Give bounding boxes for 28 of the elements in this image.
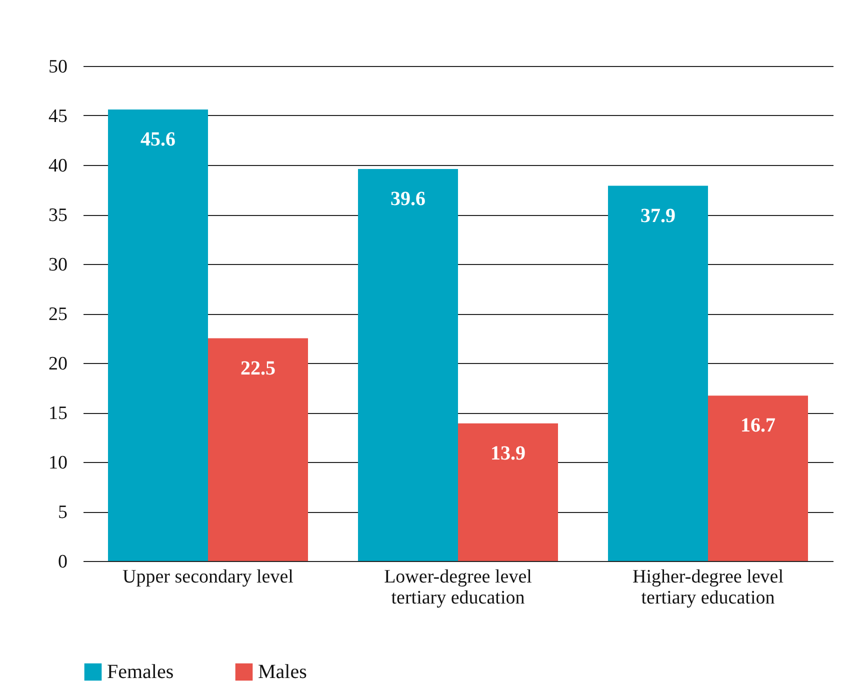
legend-label: Females — [107, 661, 174, 683]
bar — [208, 338, 308, 561]
data-label: 37.9 — [640, 204, 676, 227]
x-tick-label: Upper secondary level — [122, 566, 294, 588]
data-label: 13.9 — [490, 442, 526, 464]
data-label: 39.6 — [390, 188, 426, 210]
y-tick-label: 20 — [48, 354, 68, 374]
x-tick-label: Higher-degree level tertiary education — [632, 566, 784, 608]
y-tick-label: 50 — [48, 56, 68, 78]
bar — [708, 396, 808, 561]
bar — [458, 423, 558, 561]
y-tick-label: 40 — [48, 156, 68, 176]
data-label: 45.6 — [140, 128, 176, 151]
bar — [608, 186, 708, 561]
data-label: 22.5 — [240, 357, 276, 380]
y-tick-label: 0 — [58, 552, 68, 572]
bar — [358, 168, 458, 561]
legend-label: Males — [258, 661, 308, 683]
y-tick-label: 30 — [48, 254, 68, 276]
y-tick-label: 25 — [48, 304, 68, 325]
y-tick-label: 35 — [48, 205, 68, 226]
y-tick-label: 10 — [48, 452, 68, 474]
y-tick-label: 45 — [48, 106, 68, 127]
data-label: 16.7 — [740, 414, 776, 437]
y-tick-label: 5 — [58, 502, 68, 523]
x-tick-label: Lower-degree level tertiary education — [384, 566, 532, 608]
bar — [108, 110, 208, 561]
y-tick-label: 15 — [48, 403, 68, 424]
